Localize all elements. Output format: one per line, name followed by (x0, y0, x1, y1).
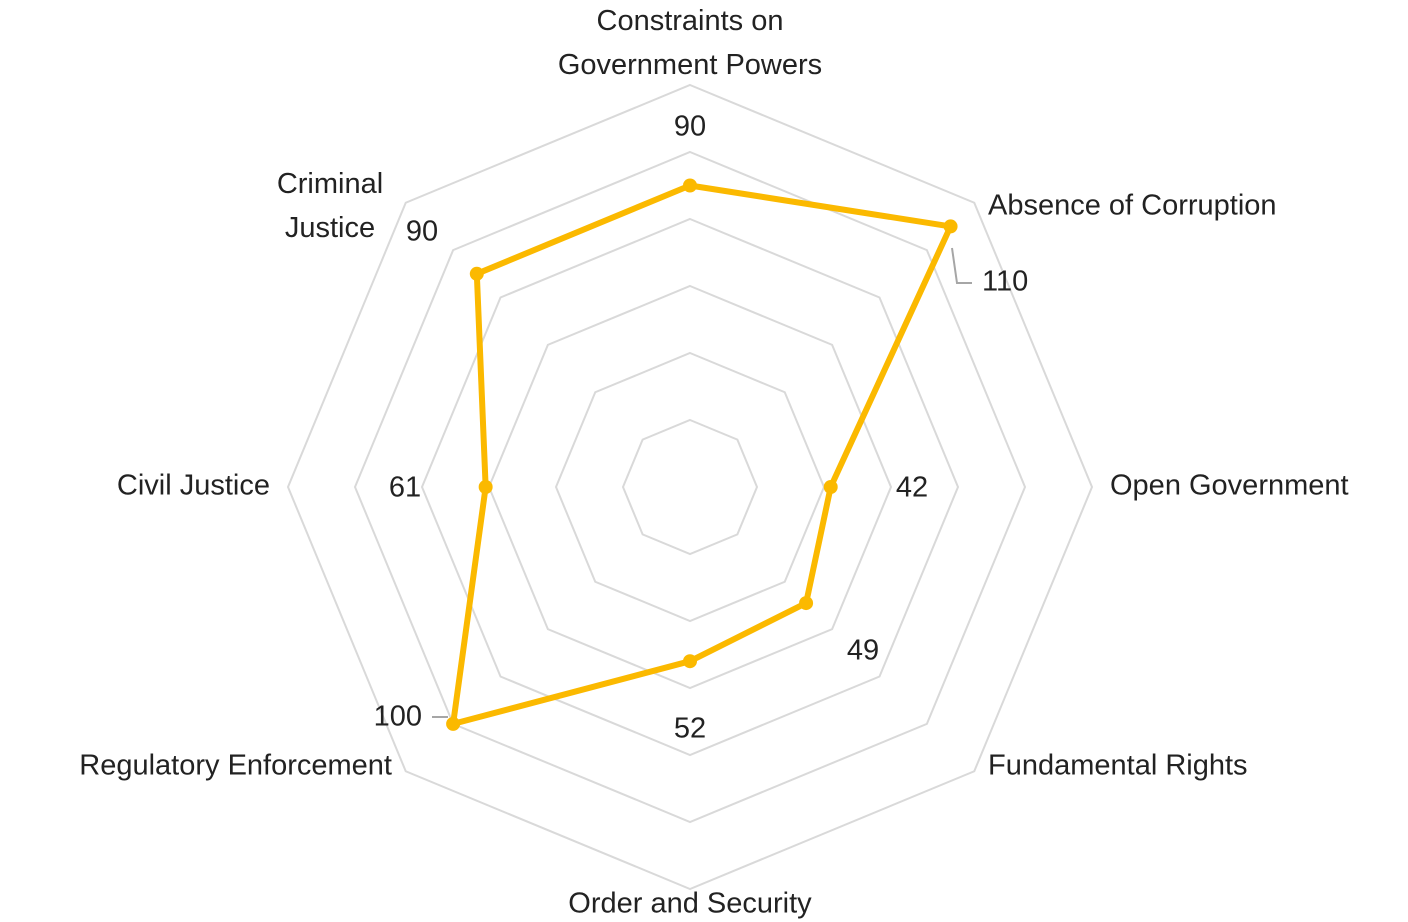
category-label: Fundamental Rights (988, 750, 1248, 782)
point (943, 219, 958, 234)
grid-ring (487, 284, 893, 690)
data-label: 90 (674, 111, 706, 143)
data-label: 52 (674, 713, 706, 745)
label-line: Government Powers (558, 49, 822, 81)
category-label: Absence of Corruption (988, 190, 1277, 222)
point (446, 716, 461, 731)
data-label: 100 (374, 701, 422, 733)
category-label: Civil Justice (117, 470, 270, 502)
data-label: 110 (982, 266, 1028, 298)
grid-ring (420, 217, 960, 757)
leader-line (951, 247, 972, 284)
data-label: 90 (406, 216, 438, 248)
grid-ring (353, 150, 1027, 824)
category-label: Criminal Justice (277, 168, 383, 244)
point (683, 178, 697, 193)
label-line: Constraints on (597, 5, 784, 37)
point (478, 480, 493, 494)
grid (286, 83, 1094, 891)
category-label: Order and Security (568, 888, 812, 920)
grid-ring (554, 351, 826, 623)
label-line: Criminal (277, 168, 383, 200)
data-label: 42 (896, 472, 928, 504)
category-label: Regulatory Enforcement (79, 750, 392, 782)
data-label: 61 (389, 472, 421, 504)
label-line: Justice (285, 212, 375, 244)
point (799, 596, 814, 611)
point (823, 480, 838, 494)
point (683, 654, 697, 669)
category-label: Constraints on Government Powers (558, 5, 822, 81)
category-label: Open Government (1110, 470, 1349, 502)
grid-ring (286, 83, 1094, 891)
point (469, 266, 484, 281)
grid-ring (621, 418, 759, 556)
data-label: 49 (847, 635, 879, 667)
